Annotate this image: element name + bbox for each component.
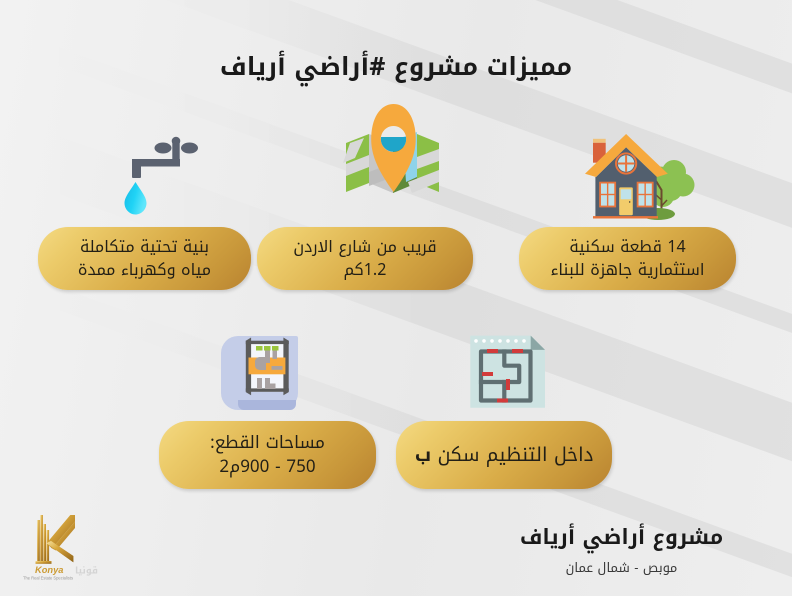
- svg-text:قونيا: قونيا: [75, 561, 98, 579]
- svg-text:The Real Estate Specialists: The Real Estate Specialists: [23, 575, 73, 580]
- svg-text:Konya: Konya: [35, 565, 63, 575]
